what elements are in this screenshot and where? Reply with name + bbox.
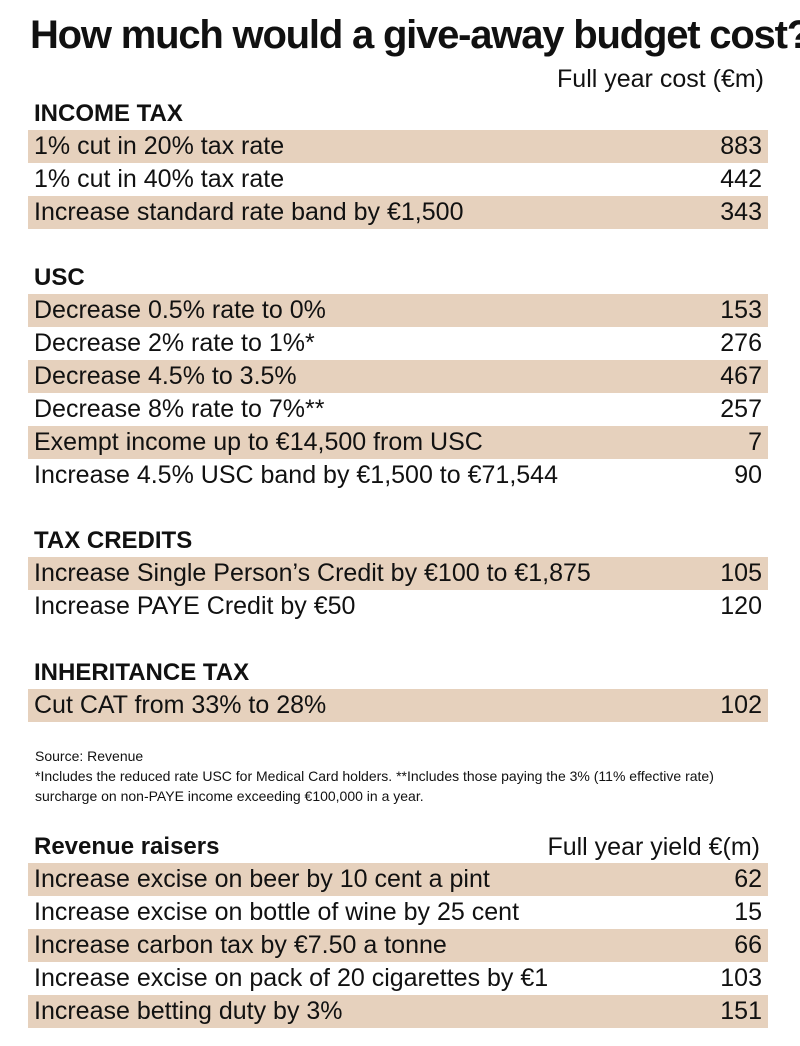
row-label: Exempt income up to €14,500 from USC — [34, 428, 483, 456]
table-row: Increase excise on beer by 10 cent a pin… — [28, 863, 768, 896]
table-row: Increase carbon tax by €7.50 a tonne 66 — [28, 929, 768, 962]
row-label: Decrease 4.5% to 3.5% — [34, 362, 297, 390]
row-value: 343 — [720, 198, 762, 226]
row-label: Increase betting duty by 3% — [34, 997, 343, 1025]
row-value: 62 — [734, 865, 762, 893]
revenue-raisers-section: Revenue raisers Full year yield €(m) Inc… — [28, 831, 768, 1028]
income-tax-section: INCOME TAX 1% cut in 20% tax rate 883 1%… — [28, 98, 768, 229]
table-row: Increase excise on pack of 20 cigarettes… — [28, 962, 768, 995]
row-label: 1% cut in 20% tax rate — [34, 132, 285, 160]
table-row: 1% cut in 20% tax rate 883 — [28, 130, 768, 163]
page-title: How much would a give-away budget cost? — [30, 13, 800, 57]
row-label: Increase excise on bottle of wine by 25 … — [34, 898, 520, 926]
tax-credits-section: TAX CREDITS Increase Single Person’s Cre… — [28, 525, 768, 623]
table-row: 1% cut in 40% tax rate 442 — [28, 163, 768, 196]
row-label: Increase excise on beer by 10 cent a pin… — [34, 865, 490, 893]
row-value: 151 — [720, 997, 762, 1025]
table-row: Exempt income up to €14,500 from USC 7 — [28, 426, 768, 459]
table-row: Increase excise on bottle of wine by 25 … — [28, 896, 768, 929]
row-label: Increase 4.5% USC band by €1,500 to €71,… — [34, 461, 558, 489]
row-label: Decrease 2% rate to 1%* — [34, 329, 315, 357]
table-row: Decrease 4.5% to 3.5% 467 — [28, 360, 768, 393]
row-value: 66 — [734, 931, 762, 959]
row-value: 105 — [720, 559, 762, 587]
table-row: Increase betting duty by 3% 151 — [28, 995, 768, 1028]
row-value: 7 — [748, 428, 762, 456]
row-value: 120 — [720, 592, 762, 620]
table-row: Increase Single Person’s Credit by €100 … — [28, 557, 768, 590]
yield-column-header: Full year yield €(m) — [547, 833, 760, 861]
row-value: 103 — [720, 964, 762, 992]
row-value: 153 — [720, 296, 762, 324]
row-value: 90 — [734, 461, 762, 489]
section-title: Revenue raisers Full year yield €(m) — [28, 831, 768, 863]
row-label: Cut CAT from 33% to 28% — [34, 691, 327, 719]
cost-column-header: Full year cost (€m) — [557, 65, 764, 93]
table-row: Decrease 8% rate to 7%** 257 — [28, 393, 768, 426]
inheritance-tax-section: INHERITANCE TAX Cut CAT from 33% to 28% … — [28, 657, 768, 722]
section-title-text: Revenue raisers — [34, 833, 220, 860]
notes: Source: Revenue *Includes the reduced ra… — [35, 746, 765, 806]
row-label: Increase PAYE Credit by €50 — [34, 592, 356, 620]
row-value: 276 — [720, 329, 762, 357]
usc-section: USC Decrease 0.5% rate to 0% 153 Decreas… — [28, 262, 768, 492]
row-label: Increase Single Person’s Credit by €100 … — [34, 559, 591, 587]
row-value: 883 — [720, 132, 762, 160]
row-value: 467 — [720, 362, 762, 390]
row-value: 102 — [720, 691, 762, 719]
row-label: Increase carbon tax by €7.50 a tonne — [34, 931, 447, 959]
section-title: INCOME TAX — [34, 100, 183, 127]
table-row: Increase 4.5% USC band by €1,500 to €71,… — [28, 459, 768, 492]
row-label: Increase standard rate band by €1,500 — [34, 198, 464, 226]
row-label: Increase excise on pack of 20 cigarettes… — [34, 964, 549, 992]
footnote: *Includes the reduced rate USC for Medic… — [35, 768, 714, 804]
row-label: Decrease 0.5% rate to 0% — [34, 296, 326, 324]
section-title: TAX CREDITS — [34, 527, 193, 554]
table-row: Increase standard rate band by €1,500 34… — [28, 196, 768, 229]
section-title: INHERITANCE TAX — [34, 659, 250, 686]
row-label: 1% cut in 40% tax rate — [34, 165, 285, 193]
table-row: Increase PAYE Credit by €50 120 — [28, 590, 768, 623]
table-row: Cut CAT from 33% to 28% 102 — [28, 689, 768, 722]
section-title: USC — [34, 264, 85, 291]
table-row: Decrease 2% rate to 1%* 276 — [28, 327, 768, 360]
row-value: 442 — [720, 165, 762, 193]
source-note: Source: Revenue — [35, 748, 144, 764]
row-value: 15 — [734, 898, 762, 926]
row-value: 257 — [720, 395, 762, 423]
table-row: Decrease 0.5% rate to 0% 153 — [28, 294, 768, 327]
row-label: Decrease 8% rate to 7%** — [34, 395, 325, 423]
